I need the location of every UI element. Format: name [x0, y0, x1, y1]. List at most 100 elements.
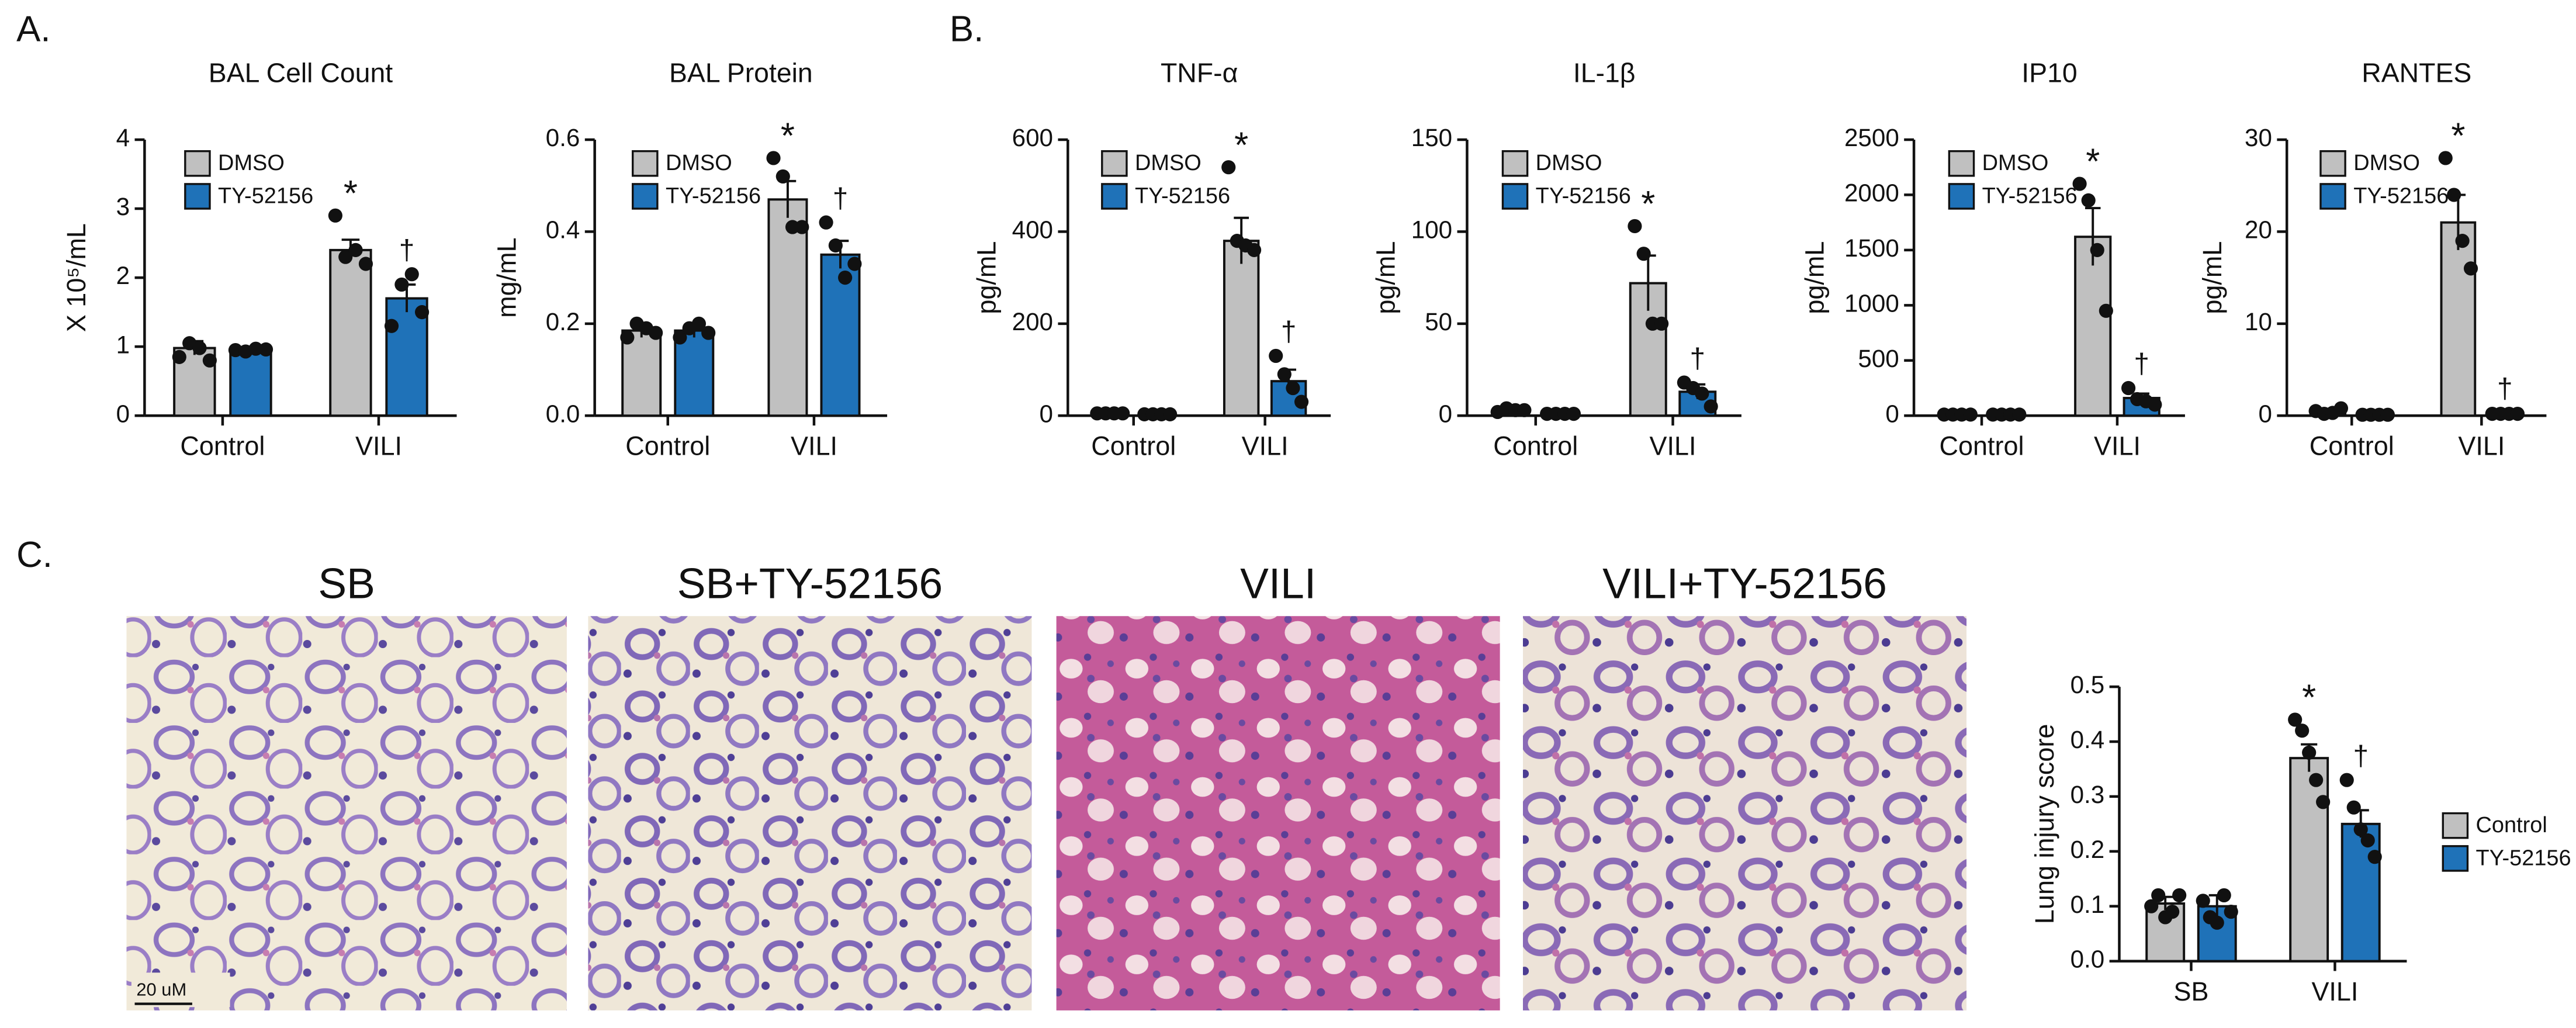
error-bar — [2085, 207, 2101, 266]
panel-label: A. — [16, 9, 50, 49]
chart-title: IL-1β — [1573, 58, 1636, 88]
x-tick-label: Control — [625, 431, 710, 461]
histology-image — [1523, 616, 1967, 1010]
data-point — [1286, 380, 1300, 396]
data-point — [828, 238, 843, 253]
chart-title: RANTES — [2362, 58, 2471, 88]
data-point — [248, 341, 263, 356]
legend-label: DMSO — [666, 151, 732, 175]
bar — [329, 248, 372, 417]
data-point — [847, 257, 862, 271]
x-tick-label: Control — [180, 431, 265, 461]
y-axis-label: mg/mL — [492, 237, 522, 317]
data-point — [258, 342, 273, 356]
data-point — [2121, 380, 2136, 396]
data-point — [2316, 795, 2331, 809]
data-point — [2144, 899, 2159, 913]
y-axis-label: X 10⁵/mL — [61, 223, 91, 332]
y-tick-label: 4 — [116, 124, 130, 151]
x-tick-label: VILI — [2458, 431, 2505, 461]
data-point — [348, 243, 363, 257]
scale-bar-bg — [131, 972, 230, 1008]
legend-label: TY-52156 — [2476, 846, 2571, 870]
image-title: SB+TY-52156 — [677, 560, 943, 607]
y-tick-label: 1000 — [1844, 289, 1899, 317]
data-point — [192, 341, 207, 355]
significance-mark: * — [781, 116, 795, 157]
panel-label: C. — [16, 535, 53, 575]
y-tick-label: 600 — [1012, 124, 1053, 151]
data-point — [2081, 193, 2096, 207]
data-point — [394, 277, 409, 292]
data-point — [1704, 399, 1718, 414]
panel-label: B. — [950, 9, 984, 49]
y-axis-label: pg/mL — [1799, 241, 1829, 314]
legend-swatch — [2319, 183, 2346, 210]
significance-mark: * — [1641, 184, 1655, 224]
y-tick-label: 0.1 — [2071, 891, 2105, 918]
image-title: VILI — [1240, 560, 1316, 607]
data-point — [766, 151, 781, 165]
data-point — [691, 316, 707, 331]
y-tick-label: 400 — [1012, 216, 1053, 244]
y-tick-label: 500 — [1858, 345, 1899, 372]
y-tick-label: 0.5 — [2071, 671, 2105, 698]
y-tick-label: 0 — [2258, 400, 2272, 427]
x-tick-label: VILI — [355, 431, 402, 461]
y-tick-label: 0.4 — [2071, 726, 2105, 753]
data-point — [2339, 773, 2354, 787]
y-tick-label: 0.2 — [546, 308, 580, 335]
data-point — [2463, 261, 2478, 276]
y-tick-label: 2 — [116, 262, 130, 289]
significance-mark: † — [2353, 740, 2369, 771]
y-tick-label: 0.2 — [2071, 836, 2105, 863]
legend-swatch — [632, 150, 659, 177]
scale-bar-label: 20 uM — [136, 979, 186, 999]
y-tick-label: 1500 — [1844, 234, 1899, 262]
significance-mark: * — [2086, 142, 2100, 182]
x-tick-label: VILI — [1242, 431, 1289, 461]
significance-mark: * — [344, 174, 358, 214]
legend-swatch — [2442, 812, 2469, 839]
y-tick-label: 2500 — [1844, 124, 1899, 151]
legend-label: DMSO — [2353, 151, 2420, 175]
legend-label: DMSO — [1982, 151, 2049, 175]
data-point — [2438, 151, 2453, 165]
y-tick-label: 1 — [116, 331, 130, 358]
legend-label: TY-52156 — [1536, 184, 1631, 208]
bar — [229, 349, 272, 417]
y-tick-label: 0.3 — [2071, 781, 2105, 808]
data-point — [819, 215, 833, 230]
significance-mark: * — [2451, 116, 2465, 157]
data-point — [2302, 745, 2317, 760]
data-point — [1269, 348, 1283, 364]
data-point — [2148, 397, 2162, 412]
data-point — [795, 220, 809, 234]
data-point — [1654, 316, 1669, 331]
x-tick-label: VILI — [1650, 431, 1696, 461]
data-point — [2072, 176, 2087, 191]
legend-swatch — [1948, 150, 1975, 177]
data-point — [2333, 401, 2349, 416]
data-point — [2309, 773, 2324, 787]
data-point — [1636, 247, 1651, 261]
data-point — [1294, 394, 1309, 409]
data-point — [620, 330, 635, 345]
data-point — [2099, 303, 2113, 318]
y-tick-label: 0 — [116, 400, 130, 427]
bar — [1223, 240, 1260, 417]
significance-mark: * — [1234, 125, 1248, 165]
y-tick-label: 10 — [2245, 308, 2272, 335]
legend-swatch — [1501, 150, 1529, 177]
data-point — [1247, 243, 1262, 257]
y-tick-label: 50 — [1425, 308, 1452, 335]
legend-label: TY-52156 — [666, 184, 761, 208]
y-tick-label: 0.6 — [546, 124, 580, 151]
image-title: SB — [318, 560, 375, 607]
significance-mark: † — [833, 183, 849, 214]
data-point — [2288, 712, 2303, 727]
data-point — [2353, 822, 2368, 837]
data-point — [1517, 403, 1532, 417]
